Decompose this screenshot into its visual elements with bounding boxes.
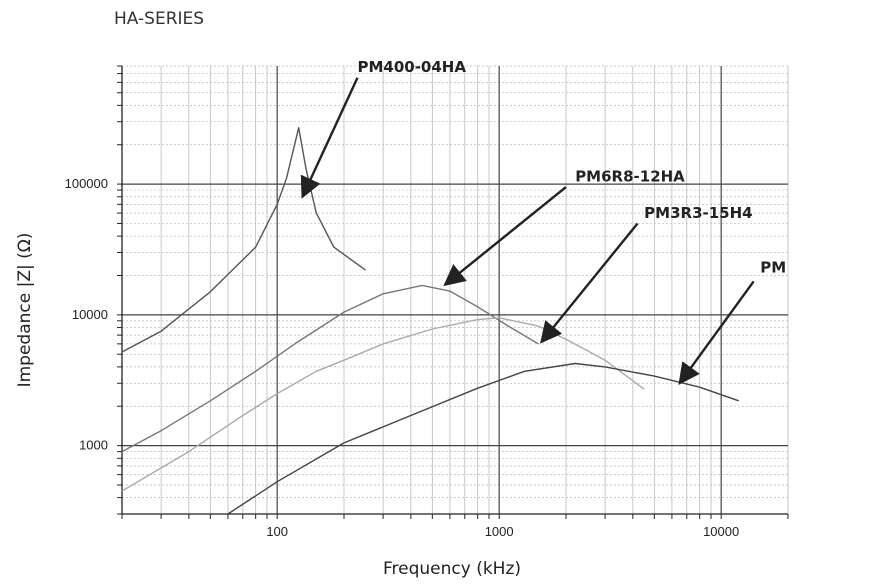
arrow-pm3r3-15h4 <box>540 222 639 344</box>
chart-title: HA-SERIES <box>114 9 204 29</box>
arrow-pm400-04ha <box>300 77 359 199</box>
y-tick-label: 1000 <box>79 438 108 453</box>
arrow-pm <box>678 280 755 385</box>
x-tick-label: 1000 <box>485 524 514 539</box>
series-label-pm3r3-15h4: PM3R3-15H4 <box>644 204 752 222</box>
arrow-pm6r8-12ha <box>443 186 567 287</box>
axes <box>117 65 789 519</box>
series-line-pm <box>227 362 739 515</box>
series-labels: PM400-04HA PM6R8-12HA PM3R3-15H4 PM <box>357 58 786 277</box>
y-tick-label: 10000 <box>72 307 108 322</box>
series-label-pm6r8-12ha: PM6R8-12HA <box>575 167 685 185</box>
y-tick-label: 100000 <box>65 176 108 191</box>
annotation-arrows <box>300 77 755 385</box>
y-axis-title: Impedance |Z| (Ω) <box>15 233 35 388</box>
series-line-pm6r8-12ha <box>121 284 539 453</box>
tick-labels: 100 1000 10000 1000 10000 100000 <box>65 176 740 539</box>
x-tick-label: 100 <box>266 524 288 539</box>
major-grid <box>122 66 788 514</box>
x-tick-label: 10000 <box>703 524 739 539</box>
x-axis-title: Frequency (kHz) <box>383 559 521 579</box>
series-line-pm400-04ha <box>121 127 366 353</box>
series-label-pm400-04ha: PM400-04HA <box>357 58 466 76</box>
series-label-pm: PM <box>760 259 786 277</box>
